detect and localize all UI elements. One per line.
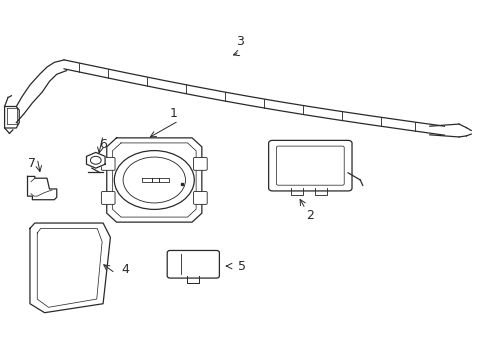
Text: 7: 7 [28, 157, 36, 170]
Text: 1: 1 [169, 107, 177, 120]
FancyBboxPatch shape [167, 251, 219, 278]
FancyBboxPatch shape [276, 146, 344, 185]
Polygon shape [30, 223, 110, 313]
Text: 4: 4 [121, 263, 129, 276]
FancyBboxPatch shape [101, 192, 115, 204]
Polygon shape [106, 138, 202, 222]
Text: 6: 6 [99, 138, 107, 150]
FancyBboxPatch shape [268, 140, 351, 191]
Polygon shape [86, 152, 105, 168]
Text: 3: 3 [235, 35, 243, 49]
FancyBboxPatch shape [101, 157, 115, 170]
Polygon shape [27, 176, 57, 200]
Text: 2: 2 [306, 210, 314, 222]
FancyBboxPatch shape [193, 192, 207, 204]
FancyBboxPatch shape [193, 157, 207, 170]
Text: 5: 5 [238, 260, 245, 273]
